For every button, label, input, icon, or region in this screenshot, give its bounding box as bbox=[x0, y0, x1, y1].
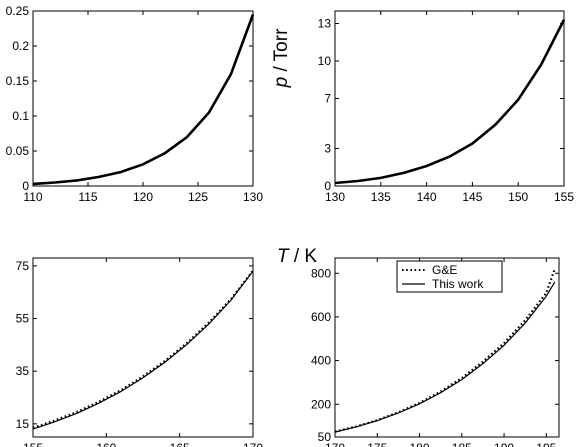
x-tick-label: 195 bbox=[536, 441, 556, 447]
y-tick-label: 0.2 bbox=[12, 39, 29, 53]
y-axis-title-symbol: p bbox=[271, 77, 292, 89]
y-tick-label: 50 bbox=[318, 430, 332, 444]
y-tick-label: 55 bbox=[16, 312, 30, 326]
x-tick-label: 140 bbox=[417, 190, 437, 204]
y-tick-label: 400 bbox=[311, 354, 331, 368]
x-tick-label: 130 bbox=[325, 190, 345, 204]
plot-frame bbox=[32, 257, 254, 438]
y-tick-label: 7 bbox=[324, 92, 331, 106]
series-line-this-work bbox=[32, 270, 254, 430]
x-tick-label: 170 bbox=[243, 441, 263, 447]
x-tick-label: 185 bbox=[452, 441, 472, 447]
series-line-g-e bbox=[334, 268, 556, 433]
panel-top-left: 110 115 120 125 130 0 0.05 0.1 0.15 0.2 0.25 bbox=[6, 4, 264, 204]
y-tick-label: 800 bbox=[311, 266, 331, 280]
legend-box bbox=[396, 260, 503, 293]
y-tick-label: 0 bbox=[324, 179, 331, 193]
y-tick-label: 0 bbox=[22, 179, 29, 193]
y-tick-label: 3 bbox=[324, 142, 331, 156]
x-tick-label: 115 bbox=[78, 190, 97, 204]
y-tick-label: 600 bbox=[311, 310, 331, 324]
x-tick-label: 145 bbox=[462, 190, 482, 204]
series-line-main bbox=[32, 14, 255, 186]
panel-top-right: 130 135 140 145 150 155 0 3 7 10 13 bbox=[318, 10, 574, 204]
x-axis-title-symbol: T bbox=[277, 246, 290, 267]
y-tick-label: 15 bbox=[16, 417, 30, 431]
shared-y-axis-title: p / Torr bbox=[271, 28, 292, 88]
y-tick-label: 35 bbox=[16, 364, 30, 378]
x-tick-label: 155 bbox=[23, 441, 43, 447]
y-tick-label: 0.05 bbox=[6, 144, 30, 158]
y-tick-label: 13 bbox=[318, 17, 332, 31]
x-tick-label: 175 bbox=[367, 441, 387, 447]
shared-x-axis-title: T / K bbox=[277, 246, 317, 267]
x-tick-label: 155 bbox=[554, 190, 574, 204]
x-tick-label: 125 bbox=[188, 190, 208, 204]
y-tick-label: 0.25 bbox=[6, 4, 30, 18]
series-line-g-e bbox=[32, 269, 254, 429]
x-tick-label: 110 bbox=[23, 190, 42, 204]
plot-frame bbox=[32, 10, 254, 187]
x-tick-label: 120 bbox=[133, 190, 153, 204]
panel-bottom-right: 170 175 180 185 190 195 50 200 400 600 800 G&EThis … bbox=[311, 257, 560, 447]
y-tick-label: 0.15 bbox=[6, 74, 30, 88]
plot-frame bbox=[334, 10, 565, 187]
x-axis-title-unit: / K bbox=[289, 246, 318, 267]
y-tick-label: 75 bbox=[16, 259, 30, 273]
y-tick-label: 0.1 bbox=[12, 109, 29, 123]
x-tick-label: 160 bbox=[96, 441, 116, 447]
plot-frame bbox=[334, 257, 560, 438]
panel-bottom-left: 155 160 165 170 15 35 55 75 bbox=[16, 257, 263, 447]
x-tick-label: 190 bbox=[494, 441, 514, 447]
x-tick-label: 130 bbox=[243, 190, 263, 204]
x-tick-label: 170 bbox=[325, 441, 345, 447]
series-line-this-work bbox=[334, 281, 556, 433]
y-axis-title-unit: / Torr bbox=[271, 28, 292, 77]
x-tick-label: 165 bbox=[170, 441, 190, 447]
x-tick-label: 135 bbox=[371, 190, 391, 204]
y-tick-label: 10 bbox=[318, 54, 332, 68]
series-line-main bbox=[334, 19, 566, 185]
x-tick-label: 150 bbox=[508, 190, 528, 204]
y-tick-label: 200 bbox=[311, 397, 331, 411]
legend-label: G&E bbox=[432, 263, 457, 277]
legend-label: This work bbox=[432, 277, 484, 291]
x-tick-label: 180 bbox=[410, 441, 430, 447]
